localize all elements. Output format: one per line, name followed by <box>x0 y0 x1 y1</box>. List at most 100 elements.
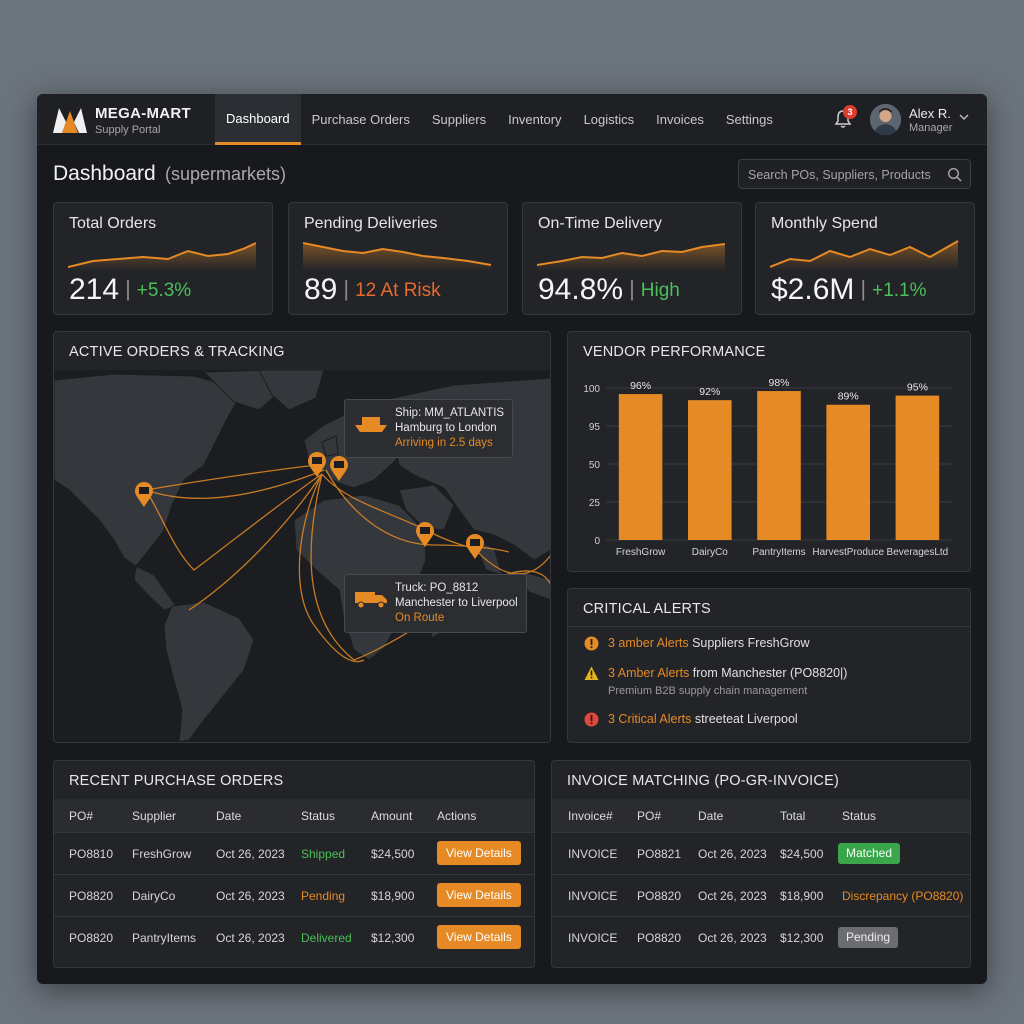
data-label: 95% <box>907 382 928 394</box>
y-tick-label: 25 <box>589 498 601 509</box>
y-tick-label: 50 <box>589 460 601 471</box>
cell-amount: $18,900 <box>371 889 415 903</box>
kpi-monthly-spend[interactable]: Monthly Spend $2.6M | +1.1% <box>755 202 975 315</box>
user-name[interactable]: Alex R. <box>909 106 951 121</box>
cell-po: PO8820 <box>637 931 682 945</box>
page-title: Dashboard <box>53 162 156 185</box>
nav-dashboard[interactable]: Dashboard <box>215 94 301 145</box>
nav-inventory[interactable]: Inventory <box>508 112 562 127</box>
panel-title: RECENT PURCHASE ORDERS <box>69 773 284 789</box>
bar <box>688 400 732 540</box>
table-row[interactable]: PO8810 FreshGrow Oct 26, 2023 Shipped $2… <box>54 832 534 874</box>
notification-badge: 3 <box>843 105 857 119</box>
truck-tooltip[interactable]: Truck: PO_8812 Manchester to Liverpool O… <box>344 574 527 633</box>
view-details-button[interactable]: View Details <box>437 841 521 865</box>
alert-rest: streeteat Liverpool <box>691 712 798 726</box>
bar <box>895 395 940 540</box>
kpi-change: High <box>640 280 680 301</box>
cell-invoice: INVOICE <box>568 889 618 903</box>
cell-supplier: DairyCo <box>132 889 176 903</box>
column-header[interactable]: Actions <box>437 809 477 823</box>
kpi-value-row: $2.6M | +1.1% <box>771 273 927 306</box>
kpi-change: +1.1% <box>872 280 927 301</box>
map-pin-icon[interactable] <box>134 482 154 508</box>
kpi-pending-deliveries[interactable]: Pending Deliveries 89 | 12 At Risk <box>288 202 508 315</box>
category-label: HarvestProduce <box>812 547 884 558</box>
kpi-value: $2.6M <box>771 273 855 306</box>
ship-tooltip[interactable]: Ship: MM_ATLANTIS Hamburg to London Arri… <box>344 399 514 458</box>
map-pin-icon[interactable] <box>329 456 349 482</box>
kpi-total-orders[interactable]: Total Orders 214 | +5.3% <box>53 202 273 315</box>
brand-name: MEGA-MART <box>95 105 192 122</box>
cell-invoice: INVOICE <box>568 847 618 861</box>
world-map[interactable]: Ship: MM_ATLANTIS Hamburg to London Arri… <box>54 369 550 742</box>
ship-name: Ship: MM_ATLANTIS <box>395 407 505 419</box>
invoice-matching-panel: INVOICE MATCHING (PO-GR-INVOICE) Invoice… <box>551 760 971 968</box>
search-icon[interactable] <box>947 167 962 182</box>
avatar[interactable] <box>870 104 901 135</box>
search-input[interactable] <box>748 166 938 183</box>
data-label: 98% <box>768 377 789 389</box>
truck-route: Manchester to Liverpool <box>395 597 518 609</box>
cell-amount: $24,500 <box>371 847 415 861</box>
column-header[interactable]: Date <box>216 809 242 823</box>
data-label: 96% <box>630 380 651 392</box>
y-tick-label: 100 <box>583 384 600 395</box>
alert-text: 3 Critical Alerts streeteat Liverpool <box>608 712 798 726</box>
column-header[interactable]: Total <box>780 809 806 823</box>
kpi-change: 12 At Risk <box>355 280 441 301</box>
cell-status: Pending <box>301 889 346 903</box>
alert-highlight: 3 amber Alerts <box>608 636 689 650</box>
sparkline <box>770 240 959 271</box>
map-pin-icon[interactable] <box>465 534 485 560</box>
column-header[interactable]: Invoice# <box>568 809 613 823</box>
cell-po: PO8820 <box>69 889 114 903</box>
cell-total: $12,300 <box>780 931 824 945</box>
ship-route: Hamburg to London <box>395 422 497 434</box>
nav-purchase-orders[interactable]: Purchase Orders <box>311 112 410 127</box>
category-label: DairyCo <box>692 547 729 558</box>
column-header[interactable]: Status <box>842 809 877 823</box>
kpi-value-row: 89 | 12 At Risk <box>304 273 441 306</box>
table-row[interactable]: INVOICE PO8821 Oct 26, 2023 $24,500 Matc… <box>552 832 970 874</box>
column-header[interactable]: Supplier <box>132 809 177 823</box>
column-header[interactable]: PO# <box>637 809 662 823</box>
view-details-button[interactable]: View Details <box>437 883 521 907</box>
column-header[interactable]: Amount <box>371 809 413 823</box>
map-pin-icon[interactable] <box>415 522 435 548</box>
kpi-label: Pending Deliveries <box>304 215 438 232</box>
warning-triangle-icon <box>584 666 599 680</box>
cell-amount: $12,300 <box>371 931 415 945</box>
column-header[interactable]: Date <box>698 809 724 823</box>
table-row[interactable]: PO8820 PantryItems Oct 26, 2023 Delivere… <box>54 916 534 958</box>
map-pin-icon[interactable] <box>307 452 327 478</box>
panel-title: INVOICE MATCHING (PO-GR-INVOICE) <box>567 773 839 789</box>
top-bar: MEGA-MART Supply Portal Dashboard Purcha… <box>37 94 987 145</box>
kpi-value: 214 <box>69 273 120 306</box>
nav-logistics[interactable]: Logistics <box>583 112 635 127</box>
nav-settings[interactable]: Settings <box>725 112 773 127</box>
chevron-down-icon[interactable] <box>959 112 969 122</box>
category-label: BeveragesLtd <box>887 547 949 558</box>
table-row[interactable]: INVOICE PO8820 Oct 26, 2023 $18,900 Disc… <box>552 874 970 916</box>
view-details-button[interactable]: View Details <box>437 925 521 949</box>
cell-date: Oct 26, 2023 <box>216 847 285 861</box>
table-row[interactable]: PO8820 DairyCo Oct 26, 2023 Pending $18,… <box>54 874 534 916</box>
page-subtitle: (supermarkets) <box>165 164 287 184</box>
cell-total: $24,500 <box>780 847 824 861</box>
nav-suppliers[interactable]: Suppliers <box>431 112 487 127</box>
ship-status: Arriving in 2.5 days <box>395 437 493 449</box>
truck-icon <box>355 592 387 609</box>
alert-item[interactable]: 3 Critical Alerts streeteat Liverpool <box>584 712 964 732</box>
alert-rest: from Manchester (PO8820|) <box>689 666 848 680</box>
bar <box>826 404 870 540</box>
column-header[interactable]: PO# <box>69 809 94 823</box>
main-nav: Dashboard Purchase Orders Suppliers Inve… <box>215 94 784 145</box>
column-header[interactable]: Status <box>301 809 336 823</box>
alert-item[interactable]: 3 amber Alerts Suppliers FreshGrow <box>584 636 964 656</box>
cell-supplier: FreshGrow <box>132 847 192 861</box>
alert-item[interactable]: 3 Amber Alerts from Manchester (PO8820|)… <box>584 666 964 702</box>
kpi-on-time-delivery[interactable]: On-Time Delivery 94.8% | High <box>522 202 742 315</box>
nav-invoices[interactable]: Invoices <box>656 112 704 127</box>
table-row[interactable]: INVOICE PO8820 Oct 26, 2023 $12,300 Pend… <box>552 916 970 958</box>
